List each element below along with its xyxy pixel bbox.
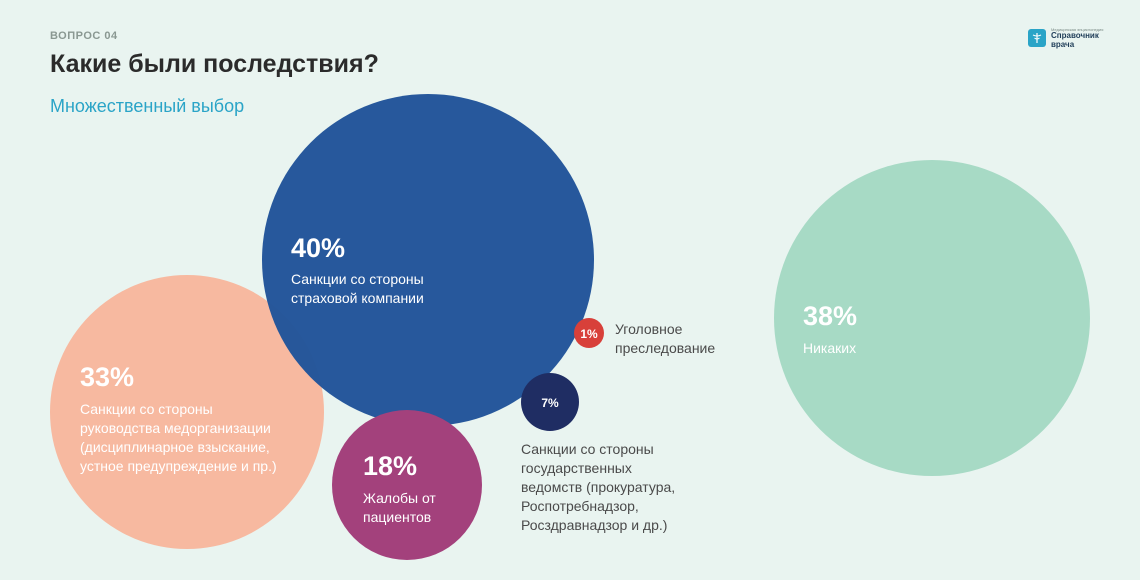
value-label-state: 7% bbox=[541, 396, 559, 410]
category-label-patients-line-2: пациентов bbox=[363, 509, 431, 525]
category-label-management-line-2: руководства медорганизации bbox=[80, 420, 271, 436]
value-label-insurance: 40% bbox=[291, 233, 345, 263]
category-label-management-line-3: (дисциплинарное взыскание, bbox=[80, 439, 270, 455]
bubble-insurance bbox=[262, 94, 594, 426]
bubble-none bbox=[774, 160, 1090, 476]
value-label-none: 38% bbox=[803, 301, 857, 331]
category-label-management-line-1: Санкции со стороны bbox=[80, 401, 213, 417]
category-label-state-line-1: Санкции со стороны bbox=[521, 441, 654, 457]
category-label-criminal-line-1: Уголовное bbox=[615, 321, 683, 337]
logo-name-line1: Справочник bbox=[1051, 31, 1099, 41]
bubble-state bbox=[521, 373, 579, 431]
bubble-management bbox=[50, 275, 324, 549]
category-label-state-line-5: Росздравнадзор и др.) bbox=[521, 517, 667, 533]
caduceus-icon bbox=[1028, 29, 1046, 48]
brand-logo: Медицинская энциклопедия Справочник врач… bbox=[1028, 27, 1104, 49]
page-title: Какие были последствия? bbox=[50, 50, 379, 78]
value-label-criminal: 1% bbox=[580, 327, 598, 341]
page-subtitle: Множественный выбор bbox=[50, 96, 245, 116]
value-label-management: 33% bbox=[80, 362, 134, 392]
logo-name-line2: врача bbox=[1051, 39, 1075, 49]
category-label-insurance-line-2: страховой компании bbox=[291, 290, 424, 306]
category-label-state-line-4: Роспотребнадзор, bbox=[521, 498, 639, 514]
category-label-state-line-3: ведомств (прокуратура, bbox=[521, 479, 675, 495]
category-label-state-line-2: государственных bbox=[521, 460, 632, 476]
category-label-insurance-line-1: Санкции со стороны bbox=[291, 271, 424, 287]
question-label: ВОПРОС 04 bbox=[50, 30, 118, 42]
category-label-patients-line-1: Жалобы от bbox=[363, 490, 436, 506]
value-label-patients: 18% bbox=[363, 451, 417, 481]
logo-tagline: Медицинская энциклопедия bbox=[1051, 27, 1104, 32]
category-label-criminal-line-2: преследование bbox=[615, 340, 715, 356]
bubble-criminal bbox=[574, 318, 604, 348]
bubble-patients bbox=[332, 410, 482, 560]
category-label-none-line-1: Никаких bbox=[803, 340, 856, 356]
category-label-management-line-4: устное предупреждение и пр.) bbox=[80, 458, 277, 474]
